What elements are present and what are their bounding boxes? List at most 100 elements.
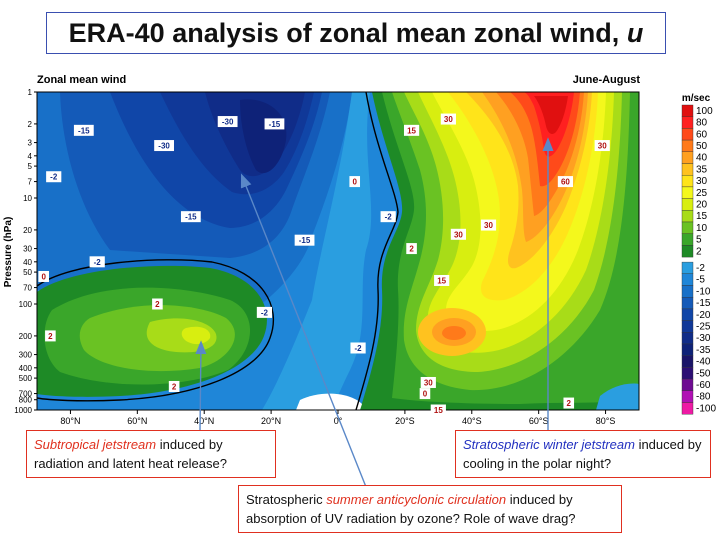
contour-labels: -15 -30 -30 -15 -2 -15 -15 -2 2 2 2 -2 -2 -2 2 15 15 30 30… xyxy=(38,113,610,416)
colorbar-swatch xyxy=(681,273,694,286)
contour-label-box xyxy=(256,306,273,318)
x-tick-label: 40°N xyxy=(194,416,214,426)
contour-label-box xyxy=(154,140,174,152)
callout-summer-anticyclone: Stratospheric summer anticyclonic circul… xyxy=(238,485,622,533)
colorbar-label: -40 xyxy=(696,357,711,368)
x-tick-label: 60°S xyxy=(529,416,549,426)
contour-label-box xyxy=(420,376,436,388)
y-tick-label: 2 xyxy=(28,120,33,129)
contour-label: 30 xyxy=(444,115,453,124)
field-sh-subtropical-50 xyxy=(442,326,466,340)
y-tick-label: 100 xyxy=(19,300,33,309)
contour-label-box xyxy=(264,118,285,130)
contour-label-box xyxy=(217,116,238,128)
colorbar-swatch xyxy=(681,210,694,223)
callout-subtropical-jet-text: induced by radiation and latent heat rel… xyxy=(34,437,227,471)
panel-right-label: June-August xyxy=(573,74,641,86)
contour-label-box xyxy=(38,270,49,282)
colorbar-swatch xyxy=(681,174,694,188)
colorbar-swatch xyxy=(681,163,694,176)
colorbar-label: -10 xyxy=(696,286,711,297)
y-tick-label: 500 xyxy=(19,374,33,383)
colorbar-swatch xyxy=(681,343,694,356)
colorbar-label: -30 xyxy=(696,333,711,344)
colorbar-label: 2 xyxy=(696,246,702,257)
callout-subtropical-jet-highlight: Subtropical jetstream xyxy=(34,437,157,452)
colorbar-swatch xyxy=(681,390,694,403)
y-axis-label: Pressure (hPa) xyxy=(3,217,14,288)
contour-label-box xyxy=(430,404,446,416)
x-tick-label: 80°S xyxy=(596,416,616,426)
y-tick-label: 50 xyxy=(23,268,32,277)
contour-label: 0 xyxy=(352,178,357,187)
colorbar-swatch xyxy=(681,308,694,321)
colorbar-swatch xyxy=(681,402,694,415)
colorbar-swatch xyxy=(681,139,694,153)
field-polar-easterly xyxy=(596,383,639,410)
colorbar-label: -15 xyxy=(696,298,711,309)
zero-contour-equator xyxy=(355,92,399,410)
colorbar-swatch xyxy=(681,355,694,368)
colorbar-swatch xyxy=(681,297,694,310)
contour-label: 2 xyxy=(48,332,53,341)
y-tick-label: 20 xyxy=(23,226,32,235)
colorbar-label: 5 xyxy=(696,235,702,246)
colorbar-swatch xyxy=(681,221,694,234)
contour-label: 2 xyxy=(155,300,160,309)
contour-label-box xyxy=(45,330,56,342)
colorbar-label: -35 xyxy=(696,345,711,356)
contour-label-box xyxy=(419,388,431,400)
y-tick-label: 200 xyxy=(19,332,33,341)
x-tick-label: 80°N xyxy=(60,416,80,426)
contour-label-box xyxy=(557,176,574,188)
contour-label-box xyxy=(594,140,610,152)
contour-label: 30 xyxy=(484,221,493,230)
slide-title-variable: u xyxy=(626,17,644,48)
x-axis-ticks: 80°N 60°N 40°N 20°N 0° 20°S 40°S 60°S 80°S xyxy=(60,410,615,426)
contour-label-box xyxy=(380,211,396,223)
colorbar-label: 25 xyxy=(696,188,708,199)
callout-winter-jet: Stratospheric winter jetstream induced b… xyxy=(455,430,711,478)
colorbar-label: 15 xyxy=(696,211,708,222)
x-tick-label: 0° xyxy=(334,416,343,426)
colorbar-label: -20 xyxy=(696,310,711,321)
colorbar-label: -2 xyxy=(696,263,705,274)
colorbar-label: -80 xyxy=(696,392,711,403)
y-tick-label: 4 xyxy=(28,152,33,161)
colorbar-swatch xyxy=(681,151,694,164)
field-band-neg35 xyxy=(240,99,287,174)
zero-contour-nh xyxy=(37,259,275,402)
contour-label-box xyxy=(294,234,315,246)
contour-label: 15 xyxy=(407,126,416,135)
contour-label-box xyxy=(89,256,105,268)
contour-label: -15 xyxy=(269,120,281,129)
y-tick-label: 10 xyxy=(23,194,32,203)
contour-label: -2 xyxy=(355,344,363,353)
contour-label-box xyxy=(46,171,62,183)
contour-label: -15 xyxy=(78,126,90,135)
contour-label: -2 xyxy=(94,258,102,267)
contour-label-box xyxy=(563,397,575,409)
contour-label: -30 xyxy=(222,118,234,127)
colorbar-label: -100 xyxy=(696,403,716,414)
x-tick-label: 60°N xyxy=(127,416,147,426)
contour-label-box xyxy=(480,219,497,231)
slide-title-box: ERA-40 analysis of zonal mean zonal wind… xyxy=(46,12,666,54)
colorbar-label: -5 xyxy=(696,275,705,286)
callout-winter-jet-highlight: Stratospheric winter jetstream xyxy=(463,437,635,452)
y-tick-label: 30 xyxy=(23,245,32,254)
contour-label: 30 xyxy=(424,378,433,387)
y-tick-label: 7 xyxy=(28,178,33,187)
contour-label: 2 xyxy=(409,245,414,254)
x-tick-label: 20°N xyxy=(261,416,281,426)
colorbar-swatch xyxy=(681,367,694,380)
y-tick-label: 3 xyxy=(28,139,33,148)
x-tick-label: 20°S xyxy=(395,416,415,426)
arrow-subtropical-jet xyxy=(195,340,207,431)
callout-subtropical-jet: Subtropical jetstream induced by radiati… xyxy=(26,430,276,478)
contour-label-box xyxy=(168,380,180,392)
field-nh-westerly-20 xyxy=(181,326,211,345)
